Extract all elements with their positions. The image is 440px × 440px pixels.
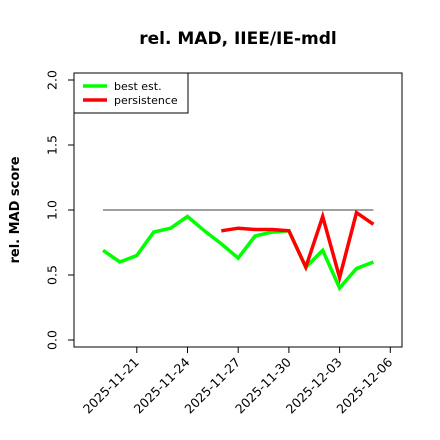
- y-axis-label: rel. MAD score: [8, 156, 23, 263]
- x-axis: 2025-11-212025-11-242025-11-272025-11-30…: [80, 347, 395, 416]
- y-tick-label: 1.0: [45, 200, 60, 220]
- series-line-best-est: [102, 214, 375, 292]
- y-axis: 0.0 0.5 1.0 1.5 2.0: [45, 70, 74, 350]
- legend-label-best-est: best est.: [114, 80, 162, 93]
- y-tick-label: 2.0: [45, 70, 60, 90]
- series-line-persistence: [221, 209, 375, 285]
- legend-label-persistence: persistence: [114, 94, 178, 107]
- chart-title: rel. MAD, IIEE/IE-mdl: [139, 29, 336, 49]
- y-tick-label: 0.5: [45, 265, 60, 285]
- series-layer: [102, 209, 375, 292]
- legend: best est.persistence: [73, 72, 189, 114]
- y-tick-label: 0.0: [45, 330, 60, 350]
- legend-box: [73, 72, 189, 114]
- y-tick-label: 1.5: [45, 135, 60, 155]
